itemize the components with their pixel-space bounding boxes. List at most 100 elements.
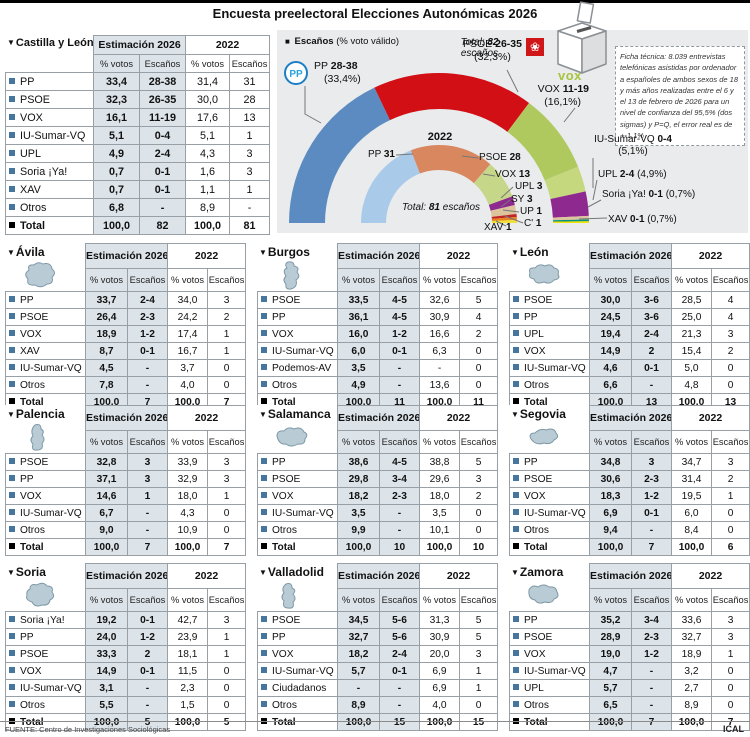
value-cell: 0 (207, 376, 247, 394)
value-cell: 2-4 (138, 144, 187, 163)
inner-label-PSOE: PSOE 28 (479, 152, 521, 163)
value-cell: 16,1 (93, 108, 140, 127)
subheader-row: % votos Escaños% votos Escaños (510, 587, 750, 613)
party-name: Total (20, 541, 44, 553)
value-cell: 29,6 (419, 470, 461, 488)
value-cell: 0 (459, 696, 499, 714)
party-bullet-icon (261, 615, 267, 622)
table-row: IU-Sumar-VQ 3,1-2,3 0 (5, 679, 247, 697)
results-table-segovia: ▼Segovia Estimación 2026 2022% votos Escaño… (509, 405, 750, 556)
value-cell: 8,9 (185, 198, 231, 217)
value-cell: 82 (138, 216, 187, 235)
value-cell: 14,6 (85, 487, 128, 505)
value-cell: 0-1 (126, 662, 169, 680)
value-cell: 0 (459, 504, 499, 522)
value-cell: 6 (711, 538, 750, 556)
value-cell: - (630, 521, 673, 539)
value-cell: 4 (711, 308, 750, 326)
chart-segment-2022-PSOE (410, 145, 491, 184)
party-name: IU-Sumar-VQ (20, 682, 82, 694)
column-subheader: % votos (337, 267, 380, 293)
party-name-cell: VOX (509, 487, 590, 505)
value-cell: 1 (207, 342, 247, 360)
value-cell: 32,8 (85, 453, 128, 471)
legend-square-icon: ■ (285, 37, 290, 46)
table-row: IU-Sumar-VQ 4,7-3,2 0 (509, 662, 750, 680)
value-cell: 3,1 (85, 679, 128, 697)
table-row: PP 36,1 4-5 30,9 4 (257, 308, 499, 326)
region-name: Segovia (519, 407, 566, 421)
value-cell: 100,0 (671, 538, 713, 556)
table-row: VOX 14,9 0-1 11,5 0 (5, 662, 247, 680)
section-marker-icon: ▼ (259, 248, 267, 257)
party-name: Otros (272, 699, 297, 711)
value-cell: 34,8 (589, 453, 632, 471)
chart-segment-2026-XAV (552, 219, 589, 222)
leader-line-10 (500, 186, 514, 199)
party-seats-label: VOX 11-19 (537, 83, 589, 95)
party-name-cell: XAV (5, 180, 94, 199)
value-cell: 100,0 (589, 713, 632, 731)
value-cell: 0,7 (93, 162, 140, 181)
value-cell: 1 (207, 645, 247, 663)
party-name-cell: Otros (257, 376, 338, 394)
value-cell: 24,2 (167, 308, 209, 326)
results-table-ávila: ▼Ávila Estimación 2026 2022% votos Escaños%… (5, 243, 247, 411)
party-name-cell: PSOE (5, 453, 86, 471)
value-cell: 7 (630, 713, 673, 731)
value-cell: 7 (630, 538, 673, 556)
inner-label-UPL: UPL 3 (515, 181, 543, 192)
region-header-cell: ▼Ávila (5, 243, 86, 292)
section-marker-icon: ▼ (511, 248, 519, 257)
table-row: PSOE 30,0 3-6 28,5 4 (509, 291, 750, 309)
party-name-cell: Otros (5, 198, 94, 217)
column-subheader: Escaños (126, 429, 169, 455)
column-subheader: Escaños (459, 587, 499, 613)
value-cell: 30,9 (419, 308, 461, 326)
party-bullet-icon (261, 649, 267, 656)
value-cell: 7 (126, 538, 169, 556)
party-name-cell: UPL (5, 144, 94, 163)
value-cell: 6,9 (589, 504, 632, 522)
value-cell: 6,7 (85, 504, 128, 522)
party-bullet-icon (9, 149, 15, 156)
results-table-palencia: ▼Palencia Estimación 2026 2022% votos Escañ… (5, 405, 247, 556)
previous-year-header: 2022 (419, 243, 499, 269)
value-cell: 8,9 (337, 696, 380, 714)
value-cell: 5 (207, 713, 247, 731)
chart-segment-2022-UPL (488, 196, 515, 211)
section-marker-icon: ▼ (7, 248, 15, 257)
value-cell: 0-1 (126, 342, 169, 360)
party-name-cell: Otros (5, 521, 86, 539)
chart-segment-2026-PP (289, 87, 390, 223)
column-subheader: % votos (93, 54, 140, 73)
party-name: Total (272, 396, 296, 408)
value-cell: 13,6 (419, 376, 461, 394)
leader-line-14 (495, 220, 507, 227)
value-cell: 1 (207, 487, 247, 505)
party-name: IU-Sumar-VQ (20, 129, 86, 142)
party-name: PSOE (272, 473, 301, 485)
value-cell: - (337, 679, 380, 697)
value-cell: 33,3 (85, 645, 128, 663)
value-cell: 3 (207, 291, 247, 309)
party-name: Soria ¡Ya! (20, 165, 68, 178)
value-cell: 2 (459, 325, 499, 343)
column-subheader: Escaños (207, 587, 247, 613)
party-bullet-icon (261, 474, 267, 481)
party-name: IU-Sumar-VQ (524, 362, 586, 374)
value-cell: 3 (711, 325, 750, 343)
previous-year-header: 2022 (167, 405, 247, 431)
value-cell: 2,3 (167, 679, 209, 697)
party-seats-label: PP 28-38 (314, 60, 358, 72)
value-cell: 1 (126, 487, 169, 505)
value-cell: - (126, 504, 169, 522)
map-shape (281, 583, 296, 609)
source-note: FUENTE: Centro de Investigaciones Sociol… (5, 725, 171, 734)
value-cell: 32,9 (167, 470, 209, 488)
value-cell: 17,6 (185, 108, 231, 127)
value-cell: 0 (207, 521, 247, 539)
party-name: PSOE (524, 631, 553, 643)
table-row: UPL 19,4 2-4 21,3 3 (509, 325, 750, 343)
value-cell: 0 (207, 679, 247, 697)
